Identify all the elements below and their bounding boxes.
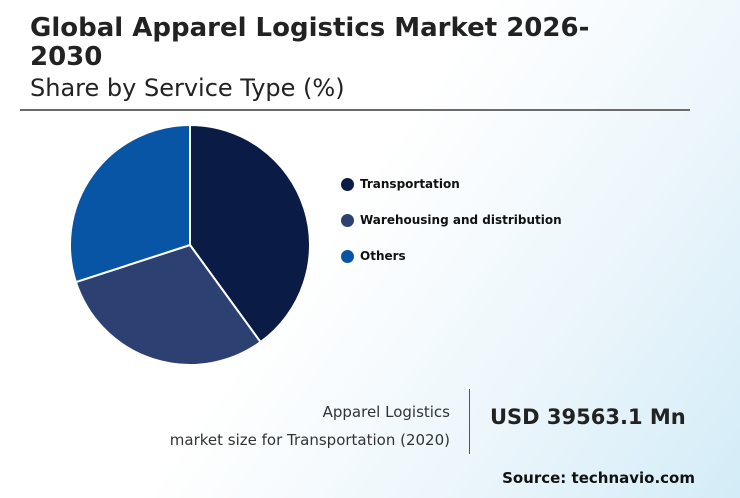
kpi-label-line2: market size for Transportation (2020) <box>169 431 450 449</box>
chart-title: Global Apparel Logistics Market 2026-203… <box>30 13 590 72</box>
kpi-label-line1: Apparel Logistics <box>322 403 450 421</box>
legend-swatch <box>341 249 354 263</box>
pie-slice <box>74 243 262 366</box>
legend-swatch <box>341 177 354 191</box>
legend: Transportation Warehousing and distribut… <box>341 175 562 283</box>
legend-item: Others <box>341 247 562 265</box>
legend-item: Warehousing and distribution <box>341 211 562 229</box>
chart-subtitle: Share by Service Type (%) <box>30 74 345 102</box>
kpi-value: USD 39563.1 Mn <box>490 405 686 429</box>
pie-slice <box>69 123 191 284</box>
pie-slice <box>189 123 311 344</box>
source-credit: Source: technavio.com <box>502 469 695 487</box>
legend-swatch <box>341 213 354 227</box>
legend-label: Transportation <box>360 177 460 191</box>
legend-item: Transportation <box>341 175 562 193</box>
kpi-divider <box>469 389 470 454</box>
legend-label: Warehousing and distribution <box>360 213 562 227</box>
legend-label: Others <box>360 249 406 263</box>
kpi-label: Apparel Logistics market size for Transp… <box>170 398 450 454</box>
pie-chart <box>69 123 311 366</box>
title-divider <box>20 109 690 111</box>
